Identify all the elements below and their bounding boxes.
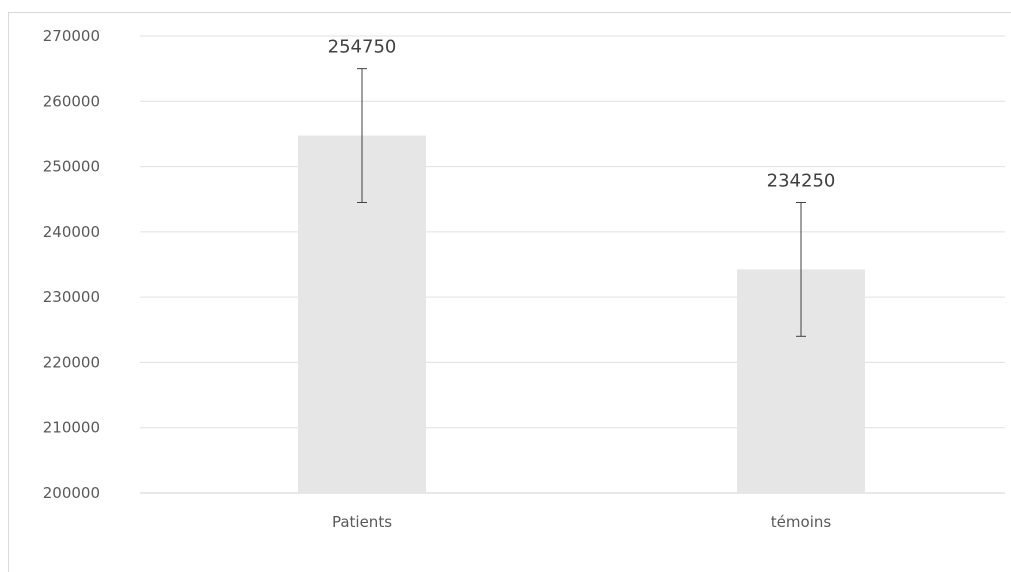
y-tick-label: 270000 <box>43 27 100 45</box>
x-category-label: témoins <box>771 513 832 531</box>
x-axis-category-labels: Patients témoins <box>332 513 831 531</box>
y-tick-label: 220000 <box>43 353 100 371</box>
y-tick-label: 250000 <box>43 158 100 176</box>
y-tick-label: 260000 <box>43 92 100 110</box>
y-tick-label: 200000 <box>43 484 100 502</box>
y-tick-label: 230000 <box>43 288 100 306</box>
error-bar <box>796 201 806 337</box>
error-bar <box>357 68 367 203</box>
data-label: 254750 <box>328 37 397 58</box>
x-category-label: Patients <box>332 513 392 531</box>
data-labels: 254750 234250 <box>328 37 836 192</box>
y-axis-tick-labels: 200000 210000 220000 230000 240000 250000 2600… <box>43 27 100 502</box>
gridlines <box>140 35 1005 494</box>
y-tick-label: 210000 <box>43 419 100 437</box>
bar-chart: 200000 210000 220000 230000 240000 250000 2600… <box>43 27 1005 531</box>
error-bars <box>357 68 806 337</box>
chart-frame <box>8 12 1011 572</box>
data-label: 234250 <box>767 170 836 191</box>
y-tick-label: 240000 <box>43 223 100 241</box>
